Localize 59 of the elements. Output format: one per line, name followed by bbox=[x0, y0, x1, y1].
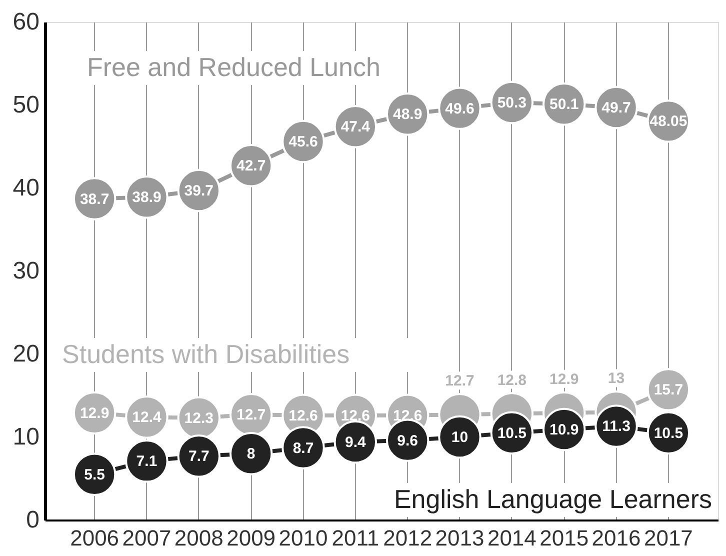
data-label: 8 bbox=[246, 446, 256, 463]
data-label: 12.3 bbox=[184, 410, 214, 427]
x-tick-label: 2015 bbox=[540, 526, 589, 550]
data-label: 12.8 bbox=[497, 372, 527, 389]
data-label: 12.7 bbox=[236, 406, 266, 424]
x-tick-label: 2017 bbox=[644, 526, 693, 550]
data-label: 10.5 bbox=[654, 424, 684, 442]
data-label: 10.9 bbox=[549, 422, 579, 439]
point bbox=[229, 432, 273, 476]
data-label: 12.9 bbox=[80, 404, 110, 422]
data-label: 12.9 bbox=[549, 370, 579, 388]
y-tick-label: 30 bbox=[12, 258, 40, 284]
x-tick-label: 2012 bbox=[383, 526, 432, 550]
x-tick-label: 2008 bbox=[174, 526, 224, 550]
series-label: English Language Learners bbox=[394, 484, 712, 514]
data-label: 13 bbox=[608, 370, 625, 388]
point bbox=[438, 415, 482, 459]
data-label: 45.6 bbox=[288, 134, 318, 151]
data-label: 49.7 bbox=[602, 99, 631, 116]
data-label: 48.05 bbox=[650, 113, 688, 130]
data-label: 7.7 bbox=[188, 448, 210, 466]
y-tick-label: 10 bbox=[12, 424, 40, 450]
y-tick-label: 20 bbox=[12, 340, 40, 368]
data-label: 15.7 bbox=[654, 382, 684, 399]
data-label: 50.1 bbox=[549, 96, 579, 114]
data-label: 12.6 bbox=[340, 407, 370, 424]
x-tick-label: 2014 bbox=[487, 526, 536, 550]
data-label: 9.4 bbox=[344, 434, 366, 451]
x-tick-label: 2009 bbox=[226, 526, 276, 550]
x-tick-label: 2011 bbox=[332, 526, 380, 550]
x-tick-label: 2006 bbox=[70, 526, 120, 550]
data-label: 42.7 bbox=[236, 158, 266, 175]
data-label: 8.7 bbox=[292, 440, 314, 457]
data-label: 48.9 bbox=[392, 106, 422, 124]
data-label: 9.6 bbox=[397, 432, 418, 450]
y-tick-label: 50 bbox=[12, 92, 40, 118]
data-label: 50.3 bbox=[497, 94, 527, 112]
data-label: 47.4 bbox=[340, 118, 371, 136]
series-label: Students with Disabilities bbox=[62, 339, 350, 369]
x-tick-label: 2007 bbox=[122, 526, 172, 550]
data-label: 49.6 bbox=[445, 100, 474, 118]
y-tick-label: 40 bbox=[12, 174, 40, 202]
data-label: 12.4 bbox=[132, 409, 162, 426]
data-label: 7.1 bbox=[136, 453, 158, 470]
data-label: 12.7 bbox=[445, 372, 474, 390]
data-label: 39.7 bbox=[184, 182, 214, 200]
x-tick-label: 2016 bbox=[592, 526, 641, 550]
data-label: 11.3 bbox=[602, 418, 630, 436]
data-label: 10.5 bbox=[497, 424, 527, 442]
data-label: 38.7 bbox=[80, 190, 110, 208]
data-label: 5.5 bbox=[84, 466, 105, 484]
series-label: Free and Reduced Lunch bbox=[87, 52, 380, 82]
data-label: 12.6 bbox=[288, 407, 318, 424]
data-label: 10 bbox=[451, 429, 468, 446]
x-tick-label: 2010 bbox=[278, 526, 328, 550]
y-tick-label: 0 bbox=[26, 506, 40, 534]
x-tick-label: 2013 bbox=[435, 526, 484, 550]
data-label: 38.9 bbox=[132, 189, 162, 206]
y-tick-label: 60 bbox=[12, 8, 40, 36]
